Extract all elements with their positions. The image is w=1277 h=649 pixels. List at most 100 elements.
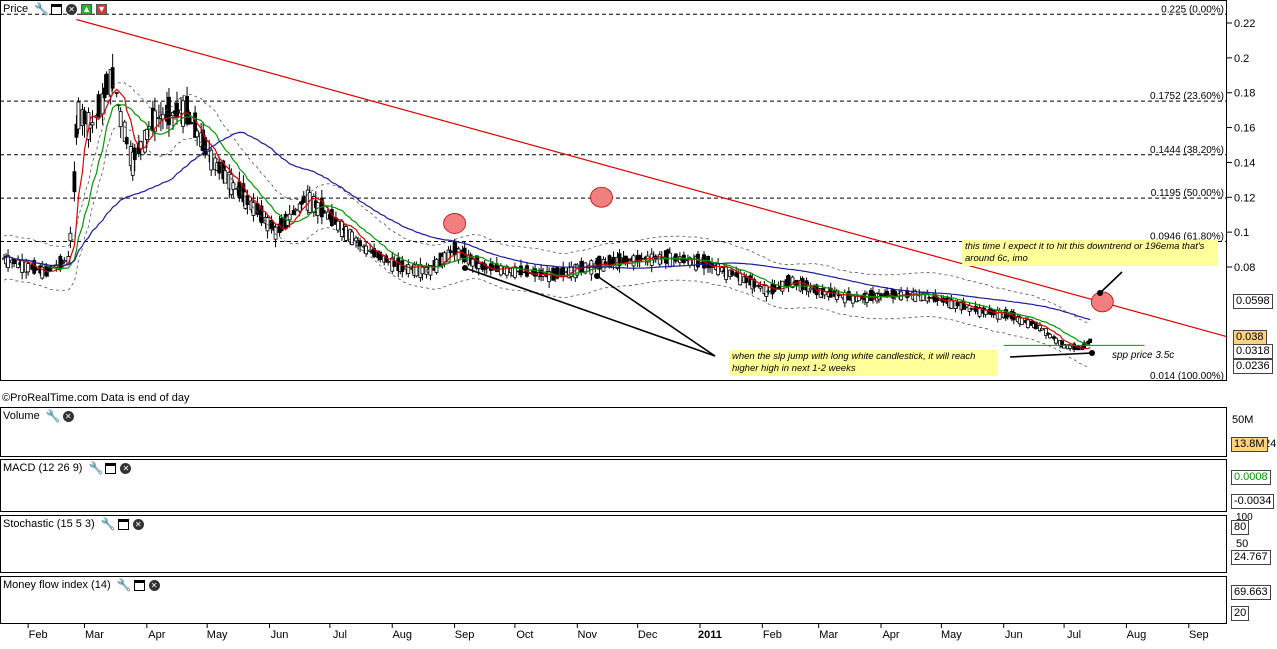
candle-body xyxy=(428,265,433,276)
candle-body xyxy=(368,249,373,252)
annotation-arrow xyxy=(1099,271,1123,294)
candle-body xyxy=(597,255,602,270)
window-icon[interactable] xyxy=(51,3,63,15)
candle-body xyxy=(293,208,298,212)
candle-body xyxy=(420,266,425,275)
stoch-level-80: 80 xyxy=(1231,520,1250,535)
window-icon[interactable] xyxy=(105,462,117,474)
candle-body xyxy=(808,287,813,291)
x-tick-label: Jun xyxy=(271,629,289,641)
candle-body xyxy=(350,231,354,245)
candle-body xyxy=(949,299,954,309)
close-icon[interactable]: ✕ xyxy=(120,462,132,474)
candle-body xyxy=(724,266,729,280)
candle-body xyxy=(378,251,383,260)
candle-body xyxy=(555,267,560,279)
candle-body xyxy=(90,122,95,126)
candle-body xyxy=(76,101,81,130)
stoch-axis-top: 100 xyxy=(1236,512,1253,523)
volume-panel-header: Volume 🔧 ✕ xyxy=(3,409,74,423)
macd-value-2: -0.0034 xyxy=(1231,494,1275,509)
candle-body xyxy=(977,307,982,317)
x-tick-label: May xyxy=(941,629,962,641)
candle-body xyxy=(358,240,362,247)
candle-body xyxy=(456,248,461,261)
fib-level-label: 0.1195 (50.00%) xyxy=(1151,188,1224,199)
wrench-icon[interactable]: 🔧 xyxy=(45,408,61,423)
candle-body xyxy=(132,147,137,161)
macd-panel-title: MACD (12 26 9) xyxy=(3,462,83,474)
fib-level-label: 0.225 (0.00%) xyxy=(1161,4,1224,15)
wrench-icon[interactable]: 🔧 xyxy=(88,460,104,475)
ema-value-box: 0.0598 xyxy=(1233,294,1273,309)
y-tick-label: 0.22 xyxy=(1234,18,1255,30)
candle-body xyxy=(329,209,334,227)
x-tick-label: Aug xyxy=(1127,629,1147,641)
candle-body xyxy=(82,110,87,125)
x-tick-label: Apr xyxy=(882,629,899,641)
candle-body xyxy=(836,294,841,297)
candle-body xyxy=(667,252,672,268)
candle-body xyxy=(963,306,968,309)
candle-body xyxy=(490,264,495,271)
mfi-level-20: 20 xyxy=(1231,606,1250,621)
wrench-icon[interactable]: 🔧 xyxy=(34,1,50,16)
x-tick-label: Dec xyxy=(638,629,658,641)
x-tick-label: Nov xyxy=(578,629,598,641)
bollinger-upper xyxy=(3,82,1091,324)
candle-body xyxy=(414,264,419,277)
downtrend-line xyxy=(76,18,1228,338)
fib-level-label: 0.1444 (38.20%) xyxy=(1150,145,1224,156)
volume-panel-title: Volume xyxy=(3,410,40,422)
candle-body xyxy=(161,113,165,120)
candle-body xyxy=(354,237,358,242)
close-icon[interactable]: ✕ xyxy=(148,579,160,591)
candle-body xyxy=(167,96,171,126)
y-tick-label: 0.2 xyxy=(1234,53,1249,65)
macd-panel: MACD (12 26 9) 🔧 ✕ xyxy=(0,459,1227,512)
candle-body xyxy=(786,274,791,287)
bollinger-lower xyxy=(3,126,1091,368)
fib-level-label: 0.1752 (23.60%) xyxy=(1150,91,1224,102)
candle-body xyxy=(442,252,447,265)
candle-body xyxy=(189,122,193,125)
candle-body xyxy=(1019,317,1024,325)
close-icon[interactable]: ✕ xyxy=(66,3,78,15)
close-icon[interactable]: ✕ xyxy=(62,410,74,422)
candle-body xyxy=(114,92,119,94)
wrench-icon[interactable]: 🔧 xyxy=(100,516,116,531)
stochastic-panel-header: Stochastic (15 5 3) 🔧 ✕ xyxy=(3,517,144,531)
fib-level-label: 0.0946 (61.80%) xyxy=(1150,232,1224,243)
candle-body xyxy=(237,181,242,199)
candle-body xyxy=(297,203,302,212)
annotation-arrow xyxy=(596,275,716,357)
y-tick-label: 0.1 xyxy=(1234,227,1249,239)
candle-body xyxy=(1040,327,1044,331)
mfi-panel-header: Money flow index (14) 🔧 ✕ xyxy=(3,578,160,592)
candle-body xyxy=(287,213,292,221)
stoch-value: 24.767 xyxy=(1231,550,1271,565)
candle-body xyxy=(969,308,974,310)
candle-body xyxy=(259,205,264,224)
footer-text: ©ProRealTime.com Data is end of day xyxy=(2,392,190,404)
arrow-up-icon[interactable]: ▲ xyxy=(81,3,93,15)
candle-body xyxy=(245,195,250,205)
wrench-icon[interactable]: 🔧 xyxy=(116,577,132,592)
volume-panel: Volume 🔧 ✕ xyxy=(0,407,1227,457)
stochastic-panel: Stochastic (15 5 3) 🔧 ✕ xyxy=(0,515,1227,573)
window-icon[interactable] xyxy=(117,518,129,530)
candle-body xyxy=(32,260,37,274)
candle-body xyxy=(1088,338,1093,343)
macd-panel-header: MACD (12 26 9) 🔧 ✕ xyxy=(3,460,132,475)
arrow-down-icon[interactable]: ▼ xyxy=(96,3,108,15)
close-icon[interactable]: ✕ xyxy=(132,518,144,530)
candle-body xyxy=(185,95,189,125)
note-top: this time I expect it to hit this downtr… xyxy=(962,240,1218,266)
annotation-arrow-head xyxy=(1097,290,1103,296)
candle-body xyxy=(720,267,725,273)
candle-body xyxy=(673,253,678,262)
mfi-value: 69.663 xyxy=(1231,585,1271,600)
window-icon[interactable] xyxy=(133,579,145,591)
candle-body xyxy=(336,220,340,231)
candle-body xyxy=(756,284,761,287)
